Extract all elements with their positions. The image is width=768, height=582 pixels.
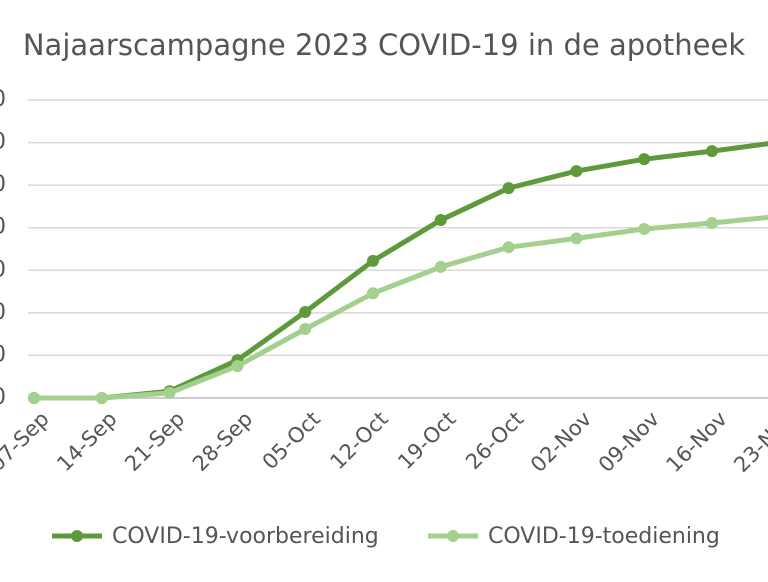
data-point (638, 153, 651, 166)
data-point (434, 260, 447, 273)
data-point (95, 392, 108, 404)
legend-marker (71, 530, 83, 542)
data-point (434, 214, 447, 227)
data-point (706, 217, 718, 230)
data-point (502, 182, 515, 195)
y-tick-label: 400 (0, 215, 6, 240)
data-point (163, 386, 176, 399)
chart-title: Najaarscampagne 2023 COVID-19 in de apot… (23, 28, 745, 62)
legend-label: COVID-19-toediening (488, 524, 720, 549)
data-point (706, 145, 718, 158)
data-point (231, 360, 244, 373)
data-point (28, 392, 40, 404)
data-point (638, 222, 651, 235)
data-point (367, 287, 379, 300)
y-tick-label: 700 (0, 87, 6, 112)
y-tick-label: 500 (0, 172, 6, 197)
data-point (367, 254, 379, 267)
legend-label: COVID-19-voorbereiding (112, 524, 379, 549)
legend-item: COVID-19-voorbereiding (52, 524, 379, 549)
legend-item: COVID-19-toediening (428, 524, 720, 549)
legend-marker (447, 530, 459, 542)
data-point (299, 306, 312, 319)
y-tick-label: 600 (0, 130, 6, 155)
data-point (502, 241, 515, 254)
y-tick-label: 100 (0, 342, 6, 367)
series-line (34, 214, 768, 401)
data-point (570, 165, 583, 178)
data-point (299, 323, 312, 336)
y-tick-label: 200 (0, 300, 6, 325)
y-tick-label: 0 (0, 385, 6, 410)
y-tick-label: 300 (0, 257, 6, 282)
data-point (570, 232, 583, 245)
